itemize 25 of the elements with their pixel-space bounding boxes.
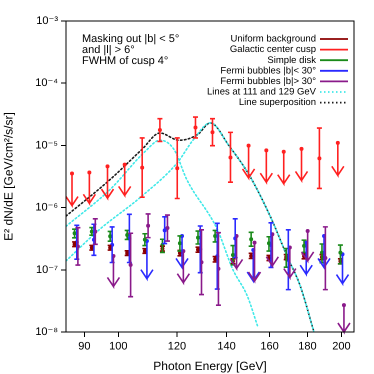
annotation: Masking out |b| < 5°: [82, 33, 180, 46]
y-tick-label: 10⁻⁴: [35, 77, 58, 90]
x-axis-title: Photon Energy [GeV]: [153, 359, 267, 374]
x-tick-label: 120: [168, 340, 186, 353]
legend-label: Line superposition: [238, 97, 316, 108]
legend-label: Fermi bubbles |b|< 30°: [220, 65, 316, 76]
x-tick-label: 180: [298, 340, 317, 353]
legend-label: Simple disk: [267, 54, 316, 66]
legend-label: Galactic center cusp: [230, 44, 316, 56]
legend-label: Fermi bubbles |b|> 30°: [220, 76, 316, 88]
legend-label: Uniform background: [230, 34, 316, 45]
y-tick-label: 10⁻⁸: [35, 326, 58, 338]
annotation: FWHM of cusp 4°: [82, 55, 168, 68]
x-tick-label: 200: [332, 340, 351, 353]
x-tick-label: 140: [217, 340, 236, 353]
y-axis-title: E² dN/dE [GeV/cm²/s/sr]: [2, 112, 16, 241]
x-tick-label: 90: [78, 340, 91, 353]
x-tick-label: 160: [260, 340, 279, 353]
y-tick-label: 10⁻⁵: [35, 139, 58, 152]
x-tick-label: 100: [109, 340, 128, 353]
y-tick-label: 10⁻³: [36, 15, 58, 28]
y-tick-label: 10⁻⁷: [36, 264, 58, 276]
legend-label: Lines at 111 and 129 GeV: [207, 86, 317, 98]
annotation: and |l| > 6°: [82, 44, 135, 56]
y-tick-label: 10⁻⁶: [35, 202, 58, 214]
